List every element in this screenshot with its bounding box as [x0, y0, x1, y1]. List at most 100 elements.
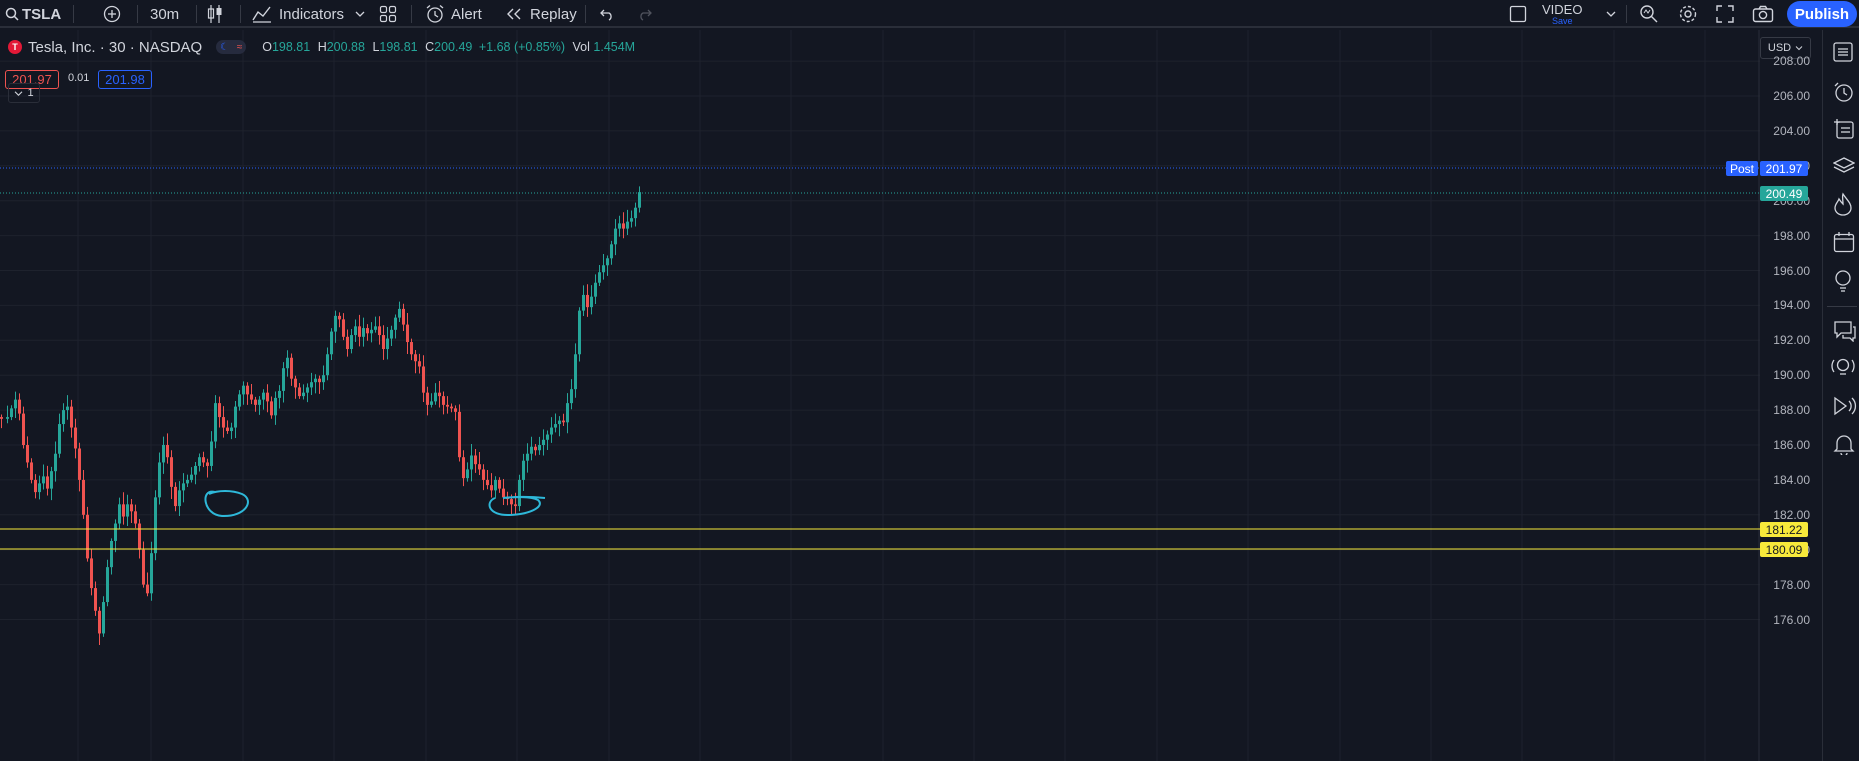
post-tag: Post [1726, 161, 1758, 176]
candle-body [470, 455, 473, 470]
tesla-logo-icon: T [8, 40, 22, 54]
candle-body [174, 486, 177, 507]
streams-button[interactable] [1829, 356, 1855, 375]
candle-body [554, 424, 557, 428]
candle-body [222, 417, 225, 428]
candle-body [198, 457, 201, 466]
data-window-button[interactable] [1833, 118, 1854, 139]
settings-button[interactable] [1678, 0, 1698, 28]
chats-button[interactable] [1833, 320, 1856, 343]
candle-body [530, 446, 533, 454]
calendar-button[interactable] [1833, 231, 1855, 253]
chevron-down-icon [1606, 11, 1616, 17]
interval-button[interactable]: 30m [150, 0, 179, 28]
candle-body [310, 382, 313, 388]
watchlist-button[interactable] [1833, 42, 1853, 62]
snapshot-button[interactable] [1752, 0, 1774, 28]
candle-body [442, 396, 445, 405]
candle-body [274, 397, 277, 416]
price-chart[interactable] [0, 30, 1821, 761]
candle-body [106, 567, 109, 603]
quick-search-button[interactable] [1639, 0, 1659, 28]
indicator-templates-dropdown[interactable] [355, 0, 365, 28]
add-symbol-button[interactable] [103, 0, 121, 28]
level-price-tag: 180.09 [1760, 542, 1808, 557]
notifications-button[interactable] [1833, 433, 1855, 457]
redo-button[interactable] [637, 0, 653, 28]
alert-button[interactable]: Alert [425, 0, 482, 28]
divider [137, 5, 138, 23]
replay-button[interactable]: Replay [505, 0, 577, 28]
high-value: 200.88 [326, 40, 365, 54]
price-axis-label: 192.00 [1773, 333, 1810, 348]
alert-label: Alert [451, 5, 482, 23]
price-axis-label: 176.00 [1773, 612, 1810, 627]
ideas-button[interactable] [1833, 269, 1851, 292]
candle-body [522, 460, 525, 480]
candle-body [422, 366, 425, 393]
candle-body [22, 413, 25, 445]
candle-body [502, 488, 505, 498]
undo-button[interactable] [599, 0, 615, 28]
fullscreen-button[interactable] [1716, 0, 1734, 28]
symbol-title[interactable]: Tesla, Inc. · 30 · NASDAQ [28, 38, 203, 56]
candle-body [358, 326, 361, 337]
candle-body [74, 427, 77, 449]
candle-body [418, 361, 421, 367]
right-sidebar [1822, 30, 1859, 761]
hotlists-button[interactable] [1833, 192, 1852, 216]
candle-body [602, 265, 605, 273]
video-label: VIDEO [1542, 1, 1583, 17]
market-status-badge[interactable]: ☾ ≈ [216, 40, 247, 54]
candle-body [638, 192, 641, 208]
candle-body [370, 329, 373, 334]
drawing-circle-2[interactable] [488, 495, 546, 517]
candle-body [242, 385, 245, 395]
legend-collapse-button[interactable]: 1 [8, 83, 40, 103]
save-dropdown[interactable] [1606, 0, 1616, 28]
currency-selector[interactable]: USD [1760, 37, 1811, 59]
post-price-tag: 201.97 [1760, 161, 1808, 176]
templates-button[interactable] [379, 0, 397, 28]
indicators-button[interactable]: Indicators [252, 0, 344, 28]
chart-pane[interactable]: T Tesla, Inc. · 30 · NASDAQ ☾ ≈ O198.81 … [0, 30, 1821, 761]
candle-body [30, 462, 33, 480]
candle-body [630, 218, 633, 222]
candle-body [430, 401, 433, 405]
symbol-search[interactable]: TSLA [5, 0, 61, 28]
drawing-circle-1[interactable] [204, 490, 249, 518]
divider [240, 5, 241, 23]
top-toolbar: TSLA 30m Indicators Alert Replay VIDEO [0, 0, 1859, 28]
candle-body [270, 401, 273, 416]
candle-body [378, 326, 381, 336]
chart-type-button[interactable] [206, 0, 224, 28]
candle-body [326, 354, 329, 376]
video-save-button[interactable]: VIDEO Save [1542, 0, 1582, 28]
candle-body [546, 434, 549, 440]
candle-body [82, 479, 85, 515]
candle-body [622, 223, 625, 229]
candle-body [454, 408, 457, 412]
candle-body [318, 378, 321, 383]
divider [196, 5, 197, 23]
candle-body [458, 411, 461, 458]
publish-button[interactable]: Publish [1787, 1, 1857, 27]
object-tree-button[interactable] [1832, 156, 1856, 174]
symbol-label: TSLA [22, 5, 62, 23]
candle-body [450, 406, 453, 409]
buy-price-button[interactable]: 201.98 [98, 70, 152, 89]
layout-button[interactable] [1509, 0, 1527, 28]
candle-body [406, 324, 409, 343]
candle-body [302, 392, 305, 397]
candle-body [166, 445, 169, 458]
alerts-button[interactable] [1833, 81, 1853, 102]
replay-trading-button[interactable] [1833, 395, 1857, 416]
undo-icon [600, 9, 612, 21]
candle-body [202, 457, 205, 463]
candle-body [598, 272, 601, 283]
candle-body [534, 446, 537, 451]
candle-body [0, 417, 3, 419]
replay-label: Replay [530, 5, 577, 23]
candle-body [562, 420, 565, 423]
candle-body [578, 310, 581, 355]
